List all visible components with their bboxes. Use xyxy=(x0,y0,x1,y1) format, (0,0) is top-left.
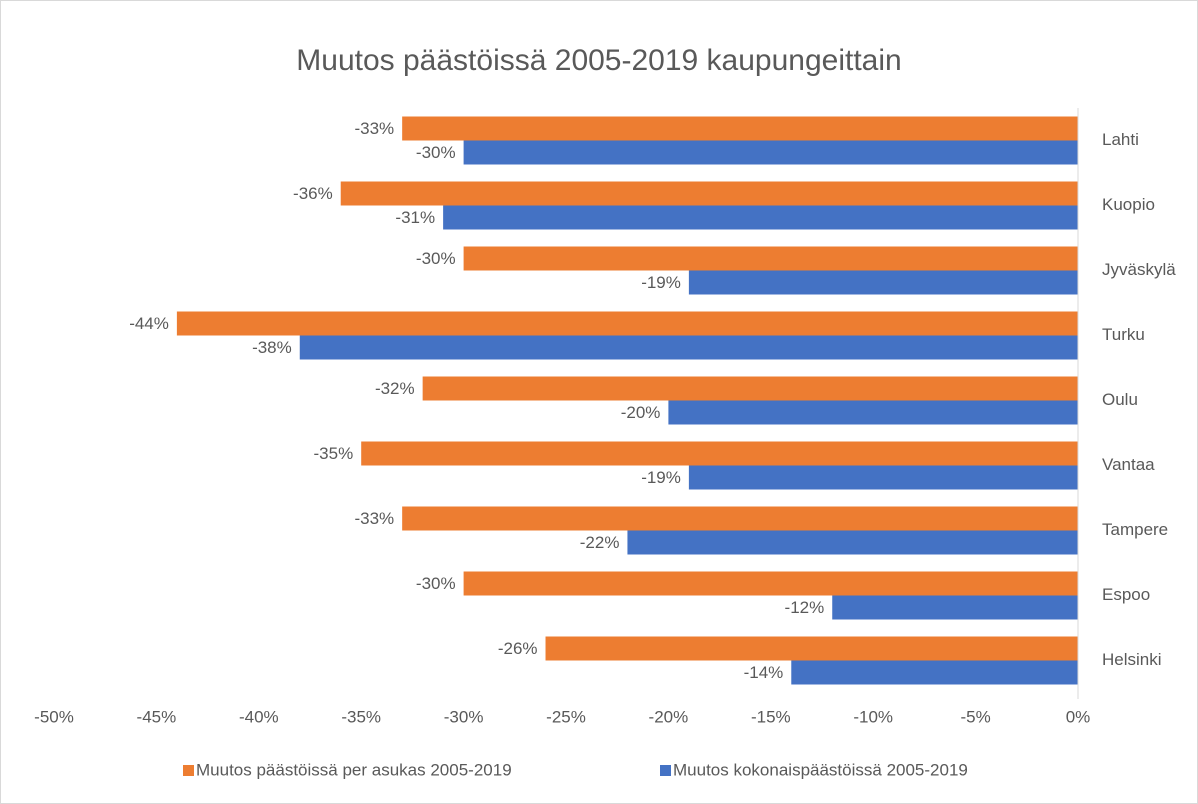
bar xyxy=(545,636,1078,661)
bar xyxy=(443,205,1078,230)
x-tick-label: 0% xyxy=(1066,707,1091,726)
data-label: -12% xyxy=(785,598,825,617)
data-label: -19% xyxy=(641,273,681,292)
data-label: -30% xyxy=(416,574,456,593)
bar xyxy=(688,270,1078,295)
data-label: -38% xyxy=(252,338,292,357)
category-label: Lahti xyxy=(1102,130,1139,149)
x-tick-label: -5% xyxy=(960,707,990,726)
bar xyxy=(668,400,1078,425)
x-tick-label: -20% xyxy=(649,707,689,726)
bar xyxy=(627,530,1078,555)
legend-swatch xyxy=(183,765,194,776)
bar xyxy=(361,441,1078,466)
data-label: -26% xyxy=(498,639,538,658)
data-label: -30% xyxy=(416,143,456,162)
data-label: -35% xyxy=(314,444,354,463)
bar xyxy=(299,335,1078,360)
data-label: -30% xyxy=(416,249,456,268)
data-label: -36% xyxy=(293,184,333,203)
x-tick-label: -10% xyxy=(853,707,893,726)
bar xyxy=(791,660,1078,685)
category-label: Oulu xyxy=(1102,390,1138,409)
legend-label: Muutos kokonaispäästöissä 2005-2019 xyxy=(673,760,968,779)
data-label: -14% xyxy=(744,663,784,682)
x-tick-label: -30% xyxy=(444,707,484,726)
bar xyxy=(402,116,1078,141)
data-label: -44% xyxy=(129,314,169,333)
data-label: -19% xyxy=(641,468,681,487)
category-label: Kuopio xyxy=(1102,195,1155,214)
data-label: -33% xyxy=(354,119,394,138)
category-label: Turku xyxy=(1102,325,1145,344)
data-label: -20% xyxy=(621,403,661,422)
x-tick-label: -25% xyxy=(546,707,586,726)
data-label: -22% xyxy=(580,533,620,552)
bar xyxy=(688,465,1078,490)
bar xyxy=(402,506,1078,531)
legend-label: Muutos päästöissä per asukas 2005-2019 xyxy=(196,760,512,779)
chart-title: Muutos päästöissä 2005-2019 kaupungeitta… xyxy=(296,44,901,77)
category-label: Helsinki xyxy=(1102,650,1162,669)
data-label: -31% xyxy=(395,208,435,227)
x-tick-label: -50% xyxy=(34,707,74,726)
category-label: Jyväskylä xyxy=(1102,260,1176,279)
bar xyxy=(176,311,1078,336)
x-tick-label: -15% xyxy=(751,707,791,726)
data-label: -32% xyxy=(375,379,415,398)
bar xyxy=(463,140,1079,165)
bar xyxy=(832,595,1078,620)
data-label: -33% xyxy=(354,509,394,528)
bar xyxy=(422,376,1078,401)
category-label: Tampere xyxy=(1102,520,1168,539)
bar xyxy=(463,571,1079,596)
x-tick-label: -45% xyxy=(137,707,177,726)
x-tick-label: -35% xyxy=(341,707,381,726)
x-tick-label: -40% xyxy=(239,707,279,726)
category-label: Espoo xyxy=(1102,585,1150,604)
legend-swatch xyxy=(660,765,671,776)
bar xyxy=(463,246,1079,271)
bar xyxy=(340,181,1079,206)
category-label: Vantaa xyxy=(1102,455,1155,474)
